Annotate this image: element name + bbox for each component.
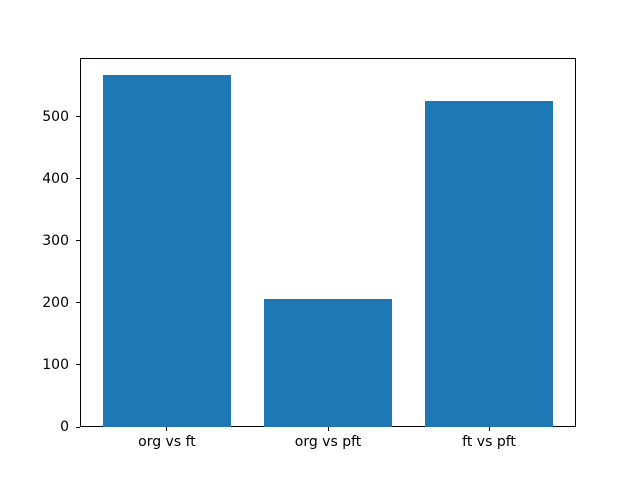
x-tick-mark xyxy=(488,427,490,431)
y-tick-label: 0 xyxy=(60,419,69,435)
x-tick-label: org vs ft xyxy=(138,434,196,450)
bar-org-vs-ft xyxy=(102,75,232,427)
y-tick-mark xyxy=(76,116,80,118)
y-tick-mark xyxy=(76,302,80,304)
x-tick-label: org vs pft xyxy=(294,434,362,450)
y-tick-label: 300 xyxy=(42,232,69,249)
y-tick-mark xyxy=(76,364,80,366)
bar-ft-vs-pft xyxy=(424,101,554,427)
y-tick-label: 500 xyxy=(42,108,69,125)
x-tick-label: ft vs pft xyxy=(462,434,516,450)
y-tick-label: 100 xyxy=(42,356,69,373)
x-tick-mark xyxy=(327,427,329,431)
y-tick-label: 200 xyxy=(42,294,69,311)
bar-org-vs-pft xyxy=(263,299,393,427)
y-tick-label: 400 xyxy=(42,170,69,187)
x-tick-mark xyxy=(166,427,168,431)
y-tick-mark xyxy=(76,178,80,180)
y-tick-mark xyxy=(76,426,80,428)
y-tick-mark xyxy=(76,240,80,242)
